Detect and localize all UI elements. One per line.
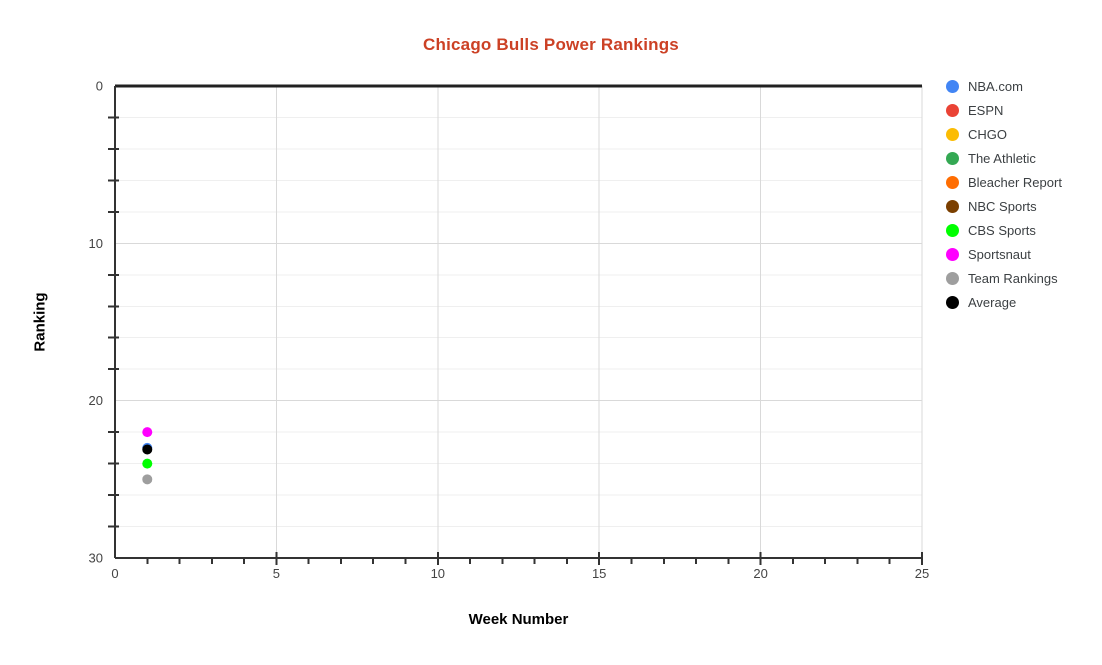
legend-item-label: The Athletic: [968, 150, 1036, 166]
svg-text:0: 0: [111, 566, 118, 581]
legend-item-label: Bleacher Report: [968, 174, 1062, 190]
data-point-team-rankings: [142, 474, 153, 485]
legend-item: ESPN: [946, 98, 1062, 122]
legend-item: Sportsnaut: [946, 242, 1062, 266]
legend-item: Bleacher Report: [946, 170, 1062, 194]
legend-item-label: CHGO: [968, 126, 1007, 142]
legend-item-label: NBC Sports: [968, 198, 1037, 214]
legend-item: CBS Sports: [946, 218, 1062, 242]
legend-item: NBA.com: [946, 74, 1062, 98]
data-point-average: [142, 444, 153, 455]
legend-dot-icon: [946, 271, 959, 285]
legend-item: Average: [946, 290, 1062, 314]
legend-dot-icon: [946, 199, 959, 213]
legend-dot-icon: [946, 247, 959, 261]
legend-item: Team Rankings: [946, 266, 1062, 290]
svg-text:0: 0: [96, 79, 103, 94]
svg-text:10: 10: [431, 566, 445, 581]
legend-item-label: Team Rankings: [968, 270, 1058, 286]
legend-dot-icon: [946, 295, 959, 309]
legend-dot-icon: [946, 127, 959, 141]
y-axis-title: Ranking: [31, 292, 49, 352]
data-point-cbs-sports: [142, 458, 153, 469]
svg-text:30: 30: [89, 551, 103, 566]
legend-item-label: CBS Sports: [968, 222, 1036, 238]
svg-text:25: 25: [915, 566, 929, 581]
legend-dot-icon: [946, 79, 959, 93]
legend: NBA.com ESPN CHGO The Athletic Bleacher Repo…: [946, 74, 1062, 314]
legend-item-label: Sportsnaut: [968, 246, 1031, 262]
legend-dot-icon: [946, 151, 959, 165]
svg-text:10: 10: [89, 236, 103, 251]
svg-text:5: 5: [273, 566, 280, 581]
legend-item: The Athletic: [946, 146, 1062, 170]
svg-text:20: 20: [753, 566, 767, 581]
svg-text:15: 15: [592, 566, 606, 581]
legend-dot-icon: [946, 103, 959, 117]
chart-title: Chicago Bulls Power Rankings: [423, 35, 679, 54]
legend-item-label: ESPN: [968, 102, 1004, 118]
legend-item-label: Average: [968, 294, 1017, 310]
x-axis-title: Week Number: [468, 611, 569, 628]
legend-dot-icon: [946, 175, 959, 189]
legend-item: CHGO: [946, 122, 1062, 146]
legend-item-label: NBA.com: [968, 78, 1023, 94]
svg-text:20: 20: [89, 393, 103, 408]
legend-dot-icon: [946, 223, 959, 237]
data-point-sportsnaut: [142, 427, 153, 438]
legend-item: NBC Sports: [946, 194, 1062, 218]
